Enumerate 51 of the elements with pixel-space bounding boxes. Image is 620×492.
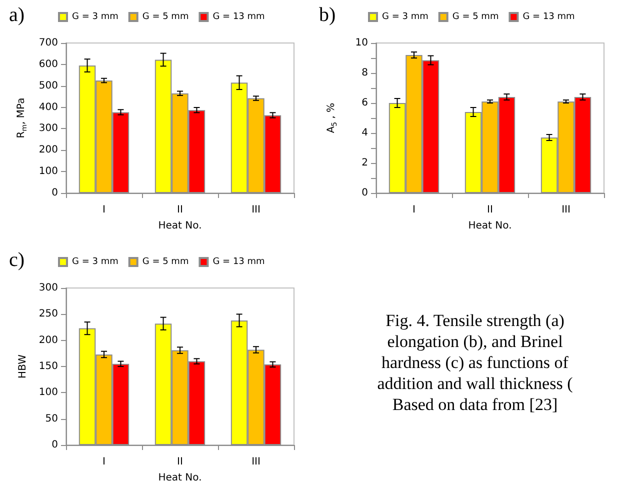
text: hardness (c) as functions of [380,352,570,373]
text: Based on data from [23] [391,394,559,415]
legend-label: G = 5 mm [142,12,189,22]
x-axis-title: Heat No. [468,220,512,232]
x-tick-label: I [102,456,106,468]
legend-label: G = 3 mm [72,257,118,267]
x-tick-label: II [487,204,493,216]
y-tick-label: 700 [38,38,58,48]
y-tick-label: 100 [38,387,58,398]
y-tick-label: 4 [362,128,368,138]
x-tick-label: I [412,204,416,216]
y-tick-label: 0 [362,188,368,198]
y-tick-label: 300 [38,282,58,294]
y-tick-label: 100 [38,166,58,178]
y-tick-label: 6 [362,98,368,108]
text: elongation (b), and Brinel [386,331,564,352]
y-tick-label: 50 [45,413,58,424]
chart-title: a) [9,4,25,26]
y-tick-label: 600 [38,58,58,70]
x-tick-label: II [177,204,183,216]
x-tick-label: III [252,204,260,216]
caption: Fig. 4. Tensile strength (a) [384,310,566,331]
x-tick-label: I [102,204,106,216]
y-tick-label: 300 [38,123,58,134]
y-tick-label: 8 [362,68,368,78]
x-axis-title: Heat No. [158,220,202,232]
y-tick-label: 10 [355,38,368,48]
legend-label: G = 13 mm [522,12,575,22]
legend-label: G = 5 mm [142,257,189,267]
y-tick-label: 400 [38,102,58,113]
x-axis-title: Heat No. [158,472,202,484]
y-tick-label: 200 [38,144,58,156]
y-tick-label: 0 [52,440,58,450]
y-tick-label: 150 [38,361,58,372]
legend-label: G = 3 mm [72,12,118,22]
y-tick-label: 0 [52,188,58,198]
legend-label: G = 13 mm [212,12,265,22]
y-tick-label: 2 [362,158,368,168]
x-tick-label: III [562,204,570,216]
legend-label: G = 13 mm [212,257,265,267]
legend-label: G = 5 mm [452,12,499,22]
chart-title: c) [9,249,25,271]
text: addition and wall thickness ( [376,373,574,394]
y-axis-title: HBW [18,354,28,378]
y-tick-label: 200 [38,334,58,346]
x-tick-label: III [252,456,260,468]
legend-label: G = 3 mm [382,12,428,22]
x-tick-label: II [177,456,183,468]
y-tick-label: 500 [38,80,58,92]
y-tick-label: 250 [38,308,58,320]
chart-title: b) [319,4,336,26]
